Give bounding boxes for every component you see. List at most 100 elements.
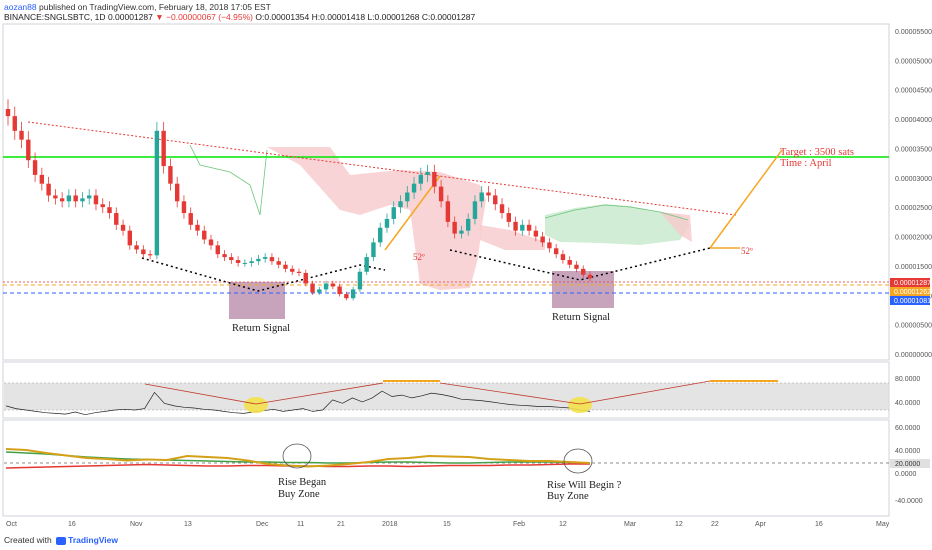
candle-body (256, 258, 261, 262)
candle-body (581, 268, 586, 275)
close-price: C:0.00001287 (421, 12, 476, 22)
price-tag-red-text: 0.00001287 (894, 280, 931, 287)
time-tick-label: May (876, 521, 890, 528)
candle-body (59, 198, 65, 202)
footer: Created with TradingView (4, 535, 118, 545)
angle-label-2: 52º (741, 246, 753, 256)
candle-body (425, 171, 430, 175)
candle-body (19, 130, 24, 140)
rsi-band (4, 383, 889, 410)
candle-body (66, 195, 72, 202)
candle-body (574, 264, 579, 269)
dmi-tick-60: 60.0000 (895, 425, 920, 432)
price-tag-red (890, 278, 930, 287)
time-label: Time : April (780, 158, 832, 169)
price-tick-label: 0.00000500 (895, 323, 932, 330)
candles (5, 99, 593, 301)
rsi-tick-80: 80.0000 (895, 376, 920, 383)
author-link[interactable]: aozan88 (4, 2, 37, 12)
candle-body (5, 109, 11, 117)
candle-body (357, 271, 363, 290)
candle-body (493, 195, 498, 205)
time-axis: Oct 16 Nov 13 Dec 11 21 2018 15 Feb 12 Mar 12 22 Apr 16… (6, 521, 890, 528)
cloud-red (267, 147, 486, 290)
candle-body (330, 283, 336, 287)
candle-body (276, 261, 281, 265)
candle-body (398, 201, 403, 208)
candle-body (114, 213, 119, 225)
price-tick-label: 0.00004500 (895, 88, 932, 95)
candle-body (432, 171, 437, 187)
candle-body (141, 249, 146, 255)
candle-body (560, 254, 566, 261)
candle-body (168, 166, 173, 184)
time-tick-label: 2018 (382, 521, 398, 528)
candle-body (262, 257, 268, 259)
candle-body (100, 204, 105, 208)
candle-body (438, 186, 444, 202)
candle-body (107, 207, 112, 214)
candle-body (87, 195, 92, 199)
candle-body (235, 260, 241, 263)
price-change: −0.00000067 (−4.95%) (166, 12, 253, 22)
symbol-info: BINANCE:SNGLSBTC, 1D 0.00001287 ▼ −0.000… (4, 12, 475, 22)
candle-body (526, 224, 532, 231)
candle-body (391, 207, 396, 219)
candle-body (134, 245, 139, 250)
candle-body (283, 264, 288, 269)
candle-body (215, 245, 220, 255)
candle-body (547, 242, 552, 249)
rsi-trend-1 (144, 383, 257, 405)
candle-body (229, 257, 234, 261)
tradingview-link[interactable]: TradingView (68, 535, 119, 545)
price-tick-label: 0.00005000 (895, 58, 932, 65)
low-price: L:0.00001268 (367, 12, 420, 22)
price-tick-label: 0.00003000 (895, 176, 932, 183)
price-tag-orange (890, 287, 930, 296)
buy-zone-label-1: Buy Zone (278, 489, 320, 500)
candle-body (188, 213, 193, 225)
rsi-trend-3 (439, 382, 581, 405)
adx-line (5, 448, 591, 468)
time-tick-label: 11 (297, 521, 304, 528)
candle-body (411, 183, 417, 193)
candle-body (472, 201, 478, 219)
time-tick-label: 15 (443, 521, 451, 528)
cloud-green (545, 204, 690, 245)
candle-body (384, 218, 390, 228)
rsi-line (5, 390, 591, 416)
target-label: Target : 3500 sats (780, 147, 854, 158)
dmi-circle-2 (563, 448, 593, 474)
down-arrow-icon: ▼ (155, 12, 164, 22)
candle-body (32, 160, 38, 175)
candle-body (26, 139, 31, 161)
time-tick-label: 22 (711, 521, 719, 528)
price-tag-orange-text: 0.00001262 (894, 289, 931, 296)
candle-body (310, 283, 315, 293)
candle-body (364, 257, 369, 272)
price-tick-label: 0.00002000 (895, 235, 932, 242)
time-tick-label: 12 (559, 521, 567, 528)
candle-body (317, 289, 322, 293)
candle-body (249, 261, 254, 263)
symbol-name: BINANCE:SNGLSBTC, 1D (4, 12, 106, 22)
time-tick-label: Mar (624, 521, 637, 528)
candle-body (506, 213, 511, 222)
rsi-mark-2 (568, 397, 592, 413)
created-with: Created with (4, 535, 52, 545)
publish-text: published on TradingView.com, February 1… (39, 2, 271, 12)
tradingview-logo-icon (56, 536, 67, 545)
cloud-red-3 (660, 212, 692, 242)
candle-body (80, 198, 85, 202)
rise-line-1 (384, 175, 441, 251)
price-tick-label: 0.00001500 (895, 264, 932, 271)
cloud-span-a (189, 144, 268, 216)
candle-body (587, 274, 593, 279)
candle-body (486, 192, 491, 196)
price-axis: 0.00005500 0.00005000 0.00004500 0.00004000… (895, 29, 932, 359)
candle-body (303, 272, 308, 284)
dmi-tag (890, 459, 930, 468)
angle-label-1: 52º (413, 252, 425, 262)
candle-body (344, 294, 349, 299)
